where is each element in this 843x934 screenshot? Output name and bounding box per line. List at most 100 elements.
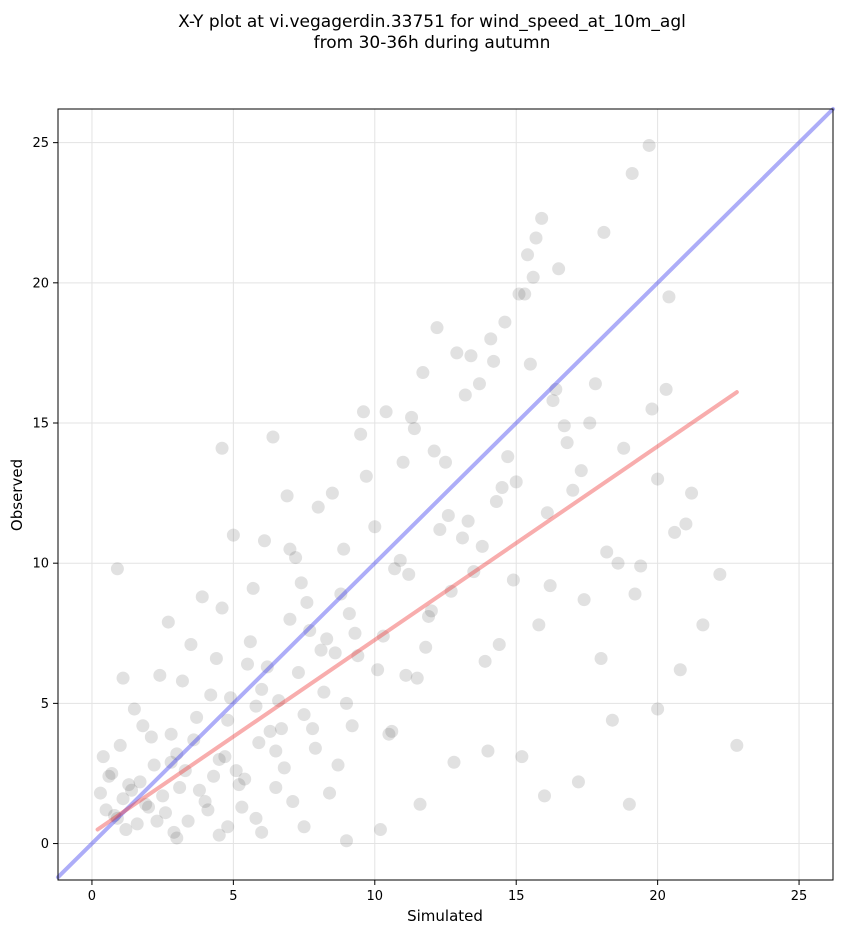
data-point — [696, 618, 710, 632]
data-point — [127, 702, 141, 716]
data-point — [376, 629, 390, 643]
data-point — [226, 528, 240, 542]
data-point — [195, 590, 209, 604]
data-point — [385, 724, 399, 738]
data-point — [116, 792, 130, 806]
data-point — [116, 671, 130, 685]
x-axis-label: Simulated — [407, 907, 483, 925]
data-point — [297, 820, 311, 834]
data-point — [371, 663, 385, 677]
data-point — [291, 666, 305, 680]
data-point — [526, 270, 540, 284]
data-point — [306, 722, 320, 736]
data-point — [402, 567, 416, 581]
data-point — [651, 702, 665, 716]
data-point — [373, 823, 387, 837]
data-point — [158, 806, 172, 820]
data-point — [594, 652, 608, 666]
data-point — [422, 609, 436, 623]
data-point — [201, 803, 215, 817]
data-point — [439, 455, 452, 469]
data-point — [348, 626, 362, 640]
data-point — [481, 744, 495, 758]
y-tick-label-5: 25 — [32, 136, 49, 151]
data-point — [204, 688, 218, 702]
data-point — [241, 657, 255, 671]
data-point — [399, 668, 413, 682]
data-point — [221, 713, 235, 727]
data-point — [549, 382, 563, 396]
data-point — [170, 747, 184, 761]
regression-line — [95, 390, 739, 832]
data-point — [238, 772, 252, 786]
plot-frame — [57, 108, 834, 881]
data-point — [492, 637, 506, 651]
data-point — [207, 769, 221, 783]
data-point — [419, 640, 433, 654]
x-tick-label-5: 25 — [791, 889, 808, 904]
data-point — [557, 419, 571, 433]
grid-lines — [58, 109, 833, 880]
fit-lines — [56, 107, 835, 880]
data-point — [184, 637, 198, 651]
data-point — [673, 663, 687, 677]
data-point — [337, 542, 351, 556]
data-point — [215, 441, 229, 455]
data-point — [269, 780, 283, 794]
data-point — [218, 750, 232, 764]
data-point — [212, 752, 226, 766]
data-point — [430, 321, 444, 335]
data-point — [512, 287, 526, 301]
data-point — [521, 248, 535, 262]
data-point — [540, 506, 554, 520]
data-point — [424, 604, 438, 618]
data-point — [583, 416, 597, 430]
data-point — [495, 480, 509, 494]
data-point — [232, 778, 246, 792]
data-point — [320, 632, 334, 646]
data-point — [325, 486, 339, 500]
data-point — [175, 674, 189, 688]
y-tick-label-3: 15 — [32, 417, 49, 432]
data-point — [255, 825, 269, 839]
data-point — [110, 562, 124, 576]
data-point — [487, 354, 501, 368]
identity-line — [56, 107, 835, 880]
data-point — [187, 733, 201, 747]
x-tick-label-2: 10 — [367, 889, 384, 904]
data-point — [356, 405, 370, 419]
data-point — [577, 593, 591, 607]
x-tick-label-4: 20 — [649, 889, 666, 904]
scatter-points — [93, 138, 744, 848]
y-tick-label-0: 0 — [41, 837, 49, 852]
data-point — [634, 559, 648, 573]
data-point — [566, 483, 580, 497]
data-point — [433, 523, 447, 537]
data-point — [286, 794, 300, 808]
data-point — [178, 764, 192, 778]
data-point — [574, 464, 588, 478]
data-point — [668, 525, 682, 539]
data-point — [133, 775, 147, 789]
data-point — [458, 388, 472, 402]
data-point — [396, 455, 410, 469]
data-point — [105, 766, 119, 780]
data-point — [277, 761, 291, 775]
data-point — [515, 750, 529, 764]
data-point — [246, 581, 260, 595]
data-point — [300, 595, 314, 609]
data-point — [571, 775, 585, 789]
data-point — [340, 834, 354, 848]
data-point — [478, 654, 492, 668]
data-point — [170, 831, 184, 845]
data-point — [269, 744, 283, 758]
data-point — [345, 719, 359, 733]
data-point — [498, 315, 512, 329]
data-point — [274, 722, 288, 736]
data-point — [130, 817, 144, 831]
data-point — [444, 584, 458, 598]
x-tick-label-1: 5 — [229, 889, 237, 904]
data-point — [509, 475, 523, 489]
data-point — [192, 783, 206, 797]
data-point — [455, 531, 469, 545]
